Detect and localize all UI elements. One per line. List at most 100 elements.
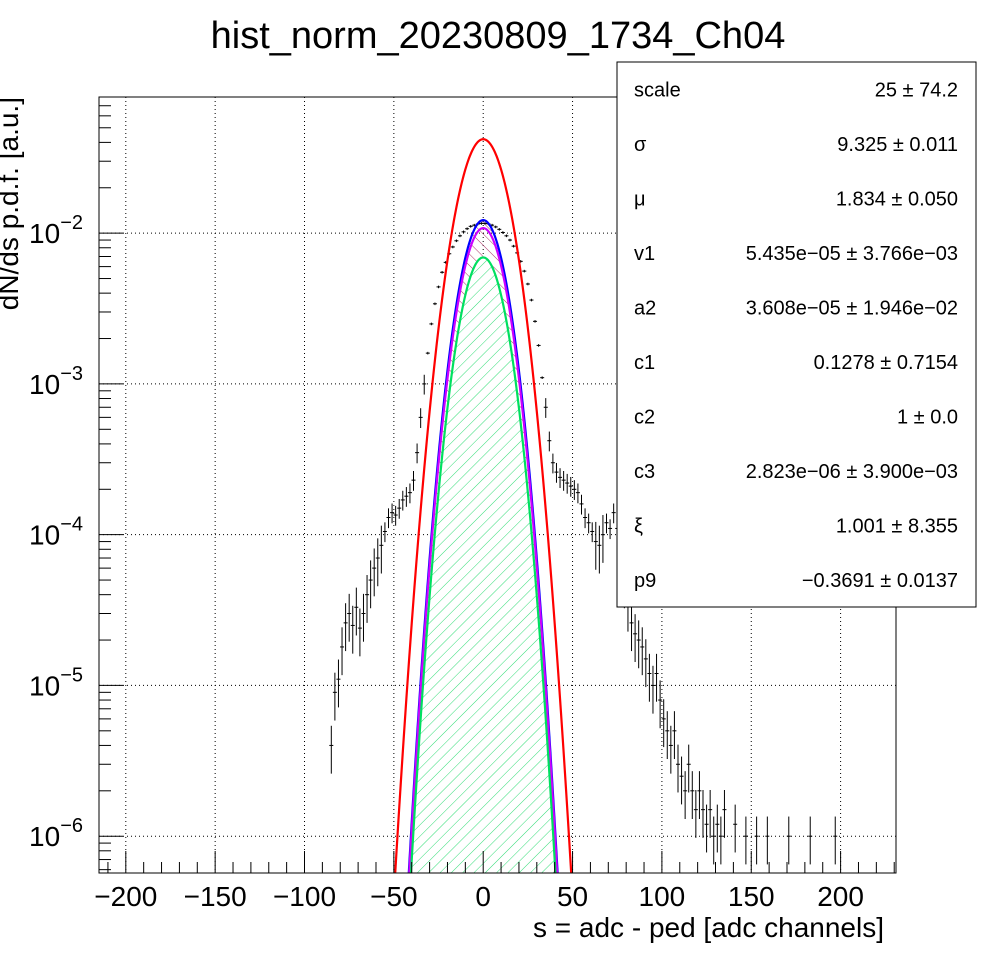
histogram-point xyxy=(658,680,663,729)
y-tick-label: 10−4 xyxy=(29,514,83,551)
histogram-point xyxy=(583,508,588,529)
stats-param-name: σ xyxy=(634,134,647,156)
histogram-point xyxy=(525,282,530,286)
histogram-point xyxy=(436,285,441,289)
histogram-point xyxy=(536,344,541,347)
histogram-point xyxy=(611,503,616,524)
histogram-point xyxy=(643,639,648,688)
histogram-point xyxy=(329,725,334,774)
histogram-point xyxy=(482,222,487,225)
histogram-point xyxy=(390,503,395,524)
histogram-point xyxy=(468,225,473,228)
histogram-point xyxy=(786,816,791,865)
x-tick-label: −200 xyxy=(94,881,157,912)
histogram-point xyxy=(633,614,638,663)
histogram-point xyxy=(429,322,434,326)
histogram-point xyxy=(550,453,555,474)
stats-param-name: ξ xyxy=(634,515,643,537)
histogram-point xyxy=(543,398,548,418)
histogram-point xyxy=(718,816,723,865)
histogram-point xyxy=(379,525,384,574)
stats-param-value: 5.435e−05 ± 3.766e−03 xyxy=(746,243,958,265)
histogram-point xyxy=(432,302,437,306)
histogram-point xyxy=(629,603,634,652)
histogram-point xyxy=(425,351,430,355)
histogram-point xyxy=(558,468,563,488)
stats-param-name: scale xyxy=(634,79,681,101)
histogram-point xyxy=(675,744,680,793)
green-hatch-fill xyxy=(375,257,591,873)
x-tick-label: −100 xyxy=(273,881,336,912)
histogram-point xyxy=(765,816,770,865)
histogram-point xyxy=(586,513,591,534)
histogram-point xyxy=(382,522,387,543)
histogram-point xyxy=(540,376,545,379)
y-axis-label: dN/ds p.d.f. [a.u.] xyxy=(0,97,24,310)
histogram-point xyxy=(354,587,359,636)
stats-param-name: c1 xyxy=(634,352,655,374)
histogram-point xyxy=(418,408,423,428)
histogram-point xyxy=(415,443,420,464)
histogram-point xyxy=(340,627,345,676)
histogram-point xyxy=(647,653,652,702)
histogram-point xyxy=(722,789,727,838)
histogram-point xyxy=(565,473,570,494)
x-tick-label: 200 xyxy=(817,881,864,912)
stats-param-value: 9.325 ± 0.011 xyxy=(837,134,958,156)
histogram-point xyxy=(683,771,688,820)
histogram-point xyxy=(575,483,580,504)
x-tick-label: 50 xyxy=(557,881,588,912)
stats-param-name: p9 xyxy=(634,570,656,592)
histogram-point xyxy=(411,470,416,491)
y-tick-label: 10−3 xyxy=(29,363,83,400)
histogram-point xyxy=(465,227,470,231)
x-tick-label: 100 xyxy=(639,881,686,912)
histogram-point xyxy=(393,505,398,526)
x-axis-ticks: −200 −150 −100 −50 0 50 100 150 200 xyxy=(94,851,895,912)
histogram-point xyxy=(668,725,673,774)
histogram-point xyxy=(511,244,516,248)
histogram-point xyxy=(454,239,459,243)
histogram-point xyxy=(336,659,341,708)
x-tick-label: −150 xyxy=(184,881,247,912)
histogram-point xyxy=(608,519,613,540)
histogram-point xyxy=(701,789,706,838)
histogram-point xyxy=(743,816,748,865)
histogram-point xyxy=(690,771,695,820)
stats-param-value: 1.834 ± 0.050 xyxy=(836,188,958,210)
histogram-point xyxy=(600,515,605,563)
histogram-point xyxy=(361,593,366,642)
histogram-point xyxy=(440,270,445,274)
histogram-point xyxy=(715,804,720,853)
histogram-point xyxy=(461,230,466,234)
histogram-point xyxy=(650,665,655,714)
x-axis-label: s = adc - ped [adc channels] xyxy=(533,912,884,943)
histogram-point xyxy=(386,508,391,529)
stats-param-name: μ xyxy=(634,188,646,210)
histogram-point xyxy=(497,228,502,231)
y-axis-ticks: 10−6 10−5 10−4 10−3 10−2 xyxy=(29,96,123,871)
stats-param-value: 3.608e−05 ± 1.946e−02 xyxy=(746,297,958,319)
histogram-point xyxy=(693,789,698,838)
histogram-point xyxy=(661,699,666,748)
histogram-point xyxy=(407,483,412,504)
chart-title: hist_norm_20230809_1734_Ch04 xyxy=(211,15,786,57)
histogram-point xyxy=(672,711,677,760)
histogram-point xyxy=(368,560,373,609)
histogram-point xyxy=(547,431,552,452)
x-tick-label: 150 xyxy=(728,881,775,912)
histogram-point xyxy=(697,771,702,820)
histogram-point xyxy=(508,238,513,242)
histogram-point xyxy=(711,816,716,865)
stats-param-value: 1 ± 0.0 xyxy=(897,406,958,428)
histogram-point xyxy=(686,744,691,793)
y-tick-label: 10−6 xyxy=(29,815,83,852)
histogram-point xyxy=(400,490,405,511)
histogram-point xyxy=(733,804,738,853)
stats-param-name: c3 xyxy=(634,461,655,483)
histogram-point xyxy=(347,593,352,642)
histogram-point xyxy=(529,298,534,302)
histogram-point xyxy=(375,538,380,587)
stats-param-value: −0.3691 ± 0.0137 xyxy=(802,570,958,592)
